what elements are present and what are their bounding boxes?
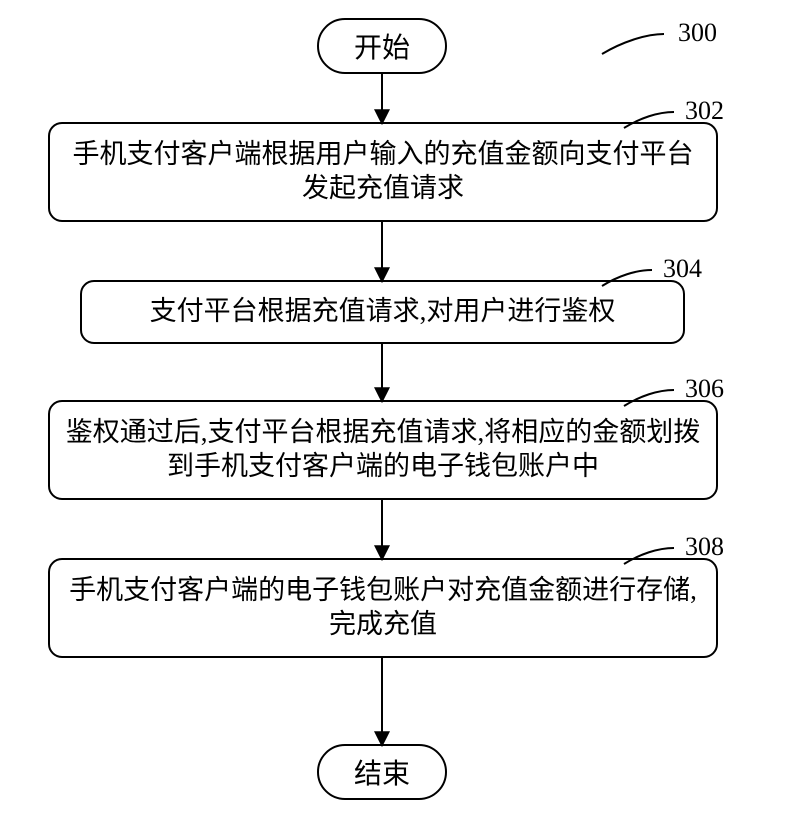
step-306: 鉴权通过后,支付平台根据充值请求,将相应的金额划拨到手机支付客户端的电子钱包账户… [48, 400, 718, 500]
step-302-text: 手机支付客户端根据用户输入的充值金额向支付平台发起充值请求 [60, 138, 706, 206]
step-306-text: 鉴权通过后,支付平台根据充值请求,将相应的金额划拨到手机支付客户端的电子钱包账户… [60, 416, 706, 484]
step-304: 支付平台根据充值请求,对用户进行鉴权 [80, 280, 685, 344]
step-302: 手机支付客户端根据用户输入的充值金额向支付平台发起充值请求 [48, 122, 718, 222]
end-terminator: 结束 [317, 744, 447, 800]
step-number-304: 304 [663, 254, 702, 284]
figure-number-300: 300 [678, 18, 717, 48]
step-number-308: 308 [685, 532, 724, 562]
step-number-306: 306 [685, 374, 724, 404]
step-308-text: 手机支付客户端的电子钱包账户对充值金额进行存储,完成充值 [60, 574, 706, 642]
step-number-302: 302 [685, 96, 724, 126]
flowchart-canvas: 开始 手机支付客户端根据用户输入的充值金额向支付平台发起充值请求 支付平台根据充… [0, 0, 800, 817]
start-terminator: 开始 [317, 18, 447, 74]
start-label: 开始 [354, 26, 410, 66]
step-304-text: 支付平台根据充值请求,对用户进行鉴权 [150, 295, 616, 329]
end-label: 结束 [354, 752, 410, 792]
step-308: 手机支付客户端的电子钱包账户对充值金额进行存储,完成充值 [48, 558, 718, 658]
